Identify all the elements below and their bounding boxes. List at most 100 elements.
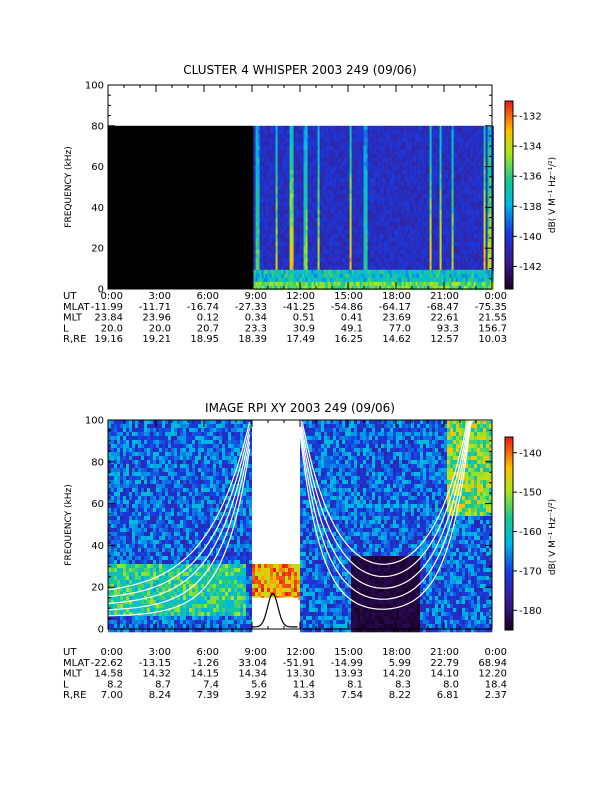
spectrogram-cell xyxy=(454,226,456,230)
spectrogram-cell xyxy=(360,146,362,150)
spectrogram-cell xyxy=(444,190,446,194)
spectrogram-cell xyxy=(284,254,286,258)
spectrogram-cell xyxy=(306,230,308,234)
spectrogram-cell xyxy=(406,210,408,214)
spectrogram-cell xyxy=(272,270,274,274)
spectrogram-cell xyxy=(374,142,376,146)
spectrogram-cell xyxy=(446,158,448,162)
spectrogram-cell xyxy=(316,142,318,146)
spectrogram-cell xyxy=(438,226,440,230)
spectrogram-cell xyxy=(366,202,368,206)
spectrogram-cell xyxy=(430,202,432,206)
spectrogram-cell xyxy=(300,266,302,270)
spectrogram-cell xyxy=(486,170,488,174)
spectrogram-cell xyxy=(288,234,290,238)
spectrogram-cell xyxy=(254,254,256,258)
spectrogram-cell xyxy=(356,250,358,254)
spectrogram-cell xyxy=(412,278,414,282)
spectrogram-cell xyxy=(438,210,440,214)
spectrogram-cell xyxy=(428,202,430,206)
spectrogram-cell xyxy=(260,262,262,266)
spectrogram-cell xyxy=(286,138,288,142)
spectrogram-cell xyxy=(300,182,302,186)
spectrogram-cell xyxy=(440,206,442,210)
spectrogram-cell xyxy=(290,202,292,206)
spectrogram-cell xyxy=(316,226,318,230)
spectrogram-cell xyxy=(258,178,260,182)
spectrogram-cell xyxy=(460,158,462,162)
spectrogram-cell xyxy=(420,210,422,214)
spectrogram-cell xyxy=(288,222,290,226)
spectrogram-cell xyxy=(350,170,352,174)
spectrogram-cell xyxy=(386,198,388,202)
spectrogram-cell xyxy=(318,222,320,226)
spectrogram-cell xyxy=(352,150,354,154)
spectrogram-cell xyxy=(454,186,456,190)
spectrogram-cell xyxy=(472,154,474,158)
spectrogram-cell xyxy=(452,210,454,214)
spectrogram-cell xyxy=(362,162,364,166)
spectrogram-cell xyxy=(470,246,472,250)
spectrogram-cell xyxy=(274,154,276,158)
spectrogram-cell xyxy=(316,278,318,282)
spectrogram-cell xyxy=(364,242,366,246)
spectrogram-cell xyxy=(436,282,438,286)
spectrogram-cell xyxy=(258,170,260,174)
spectrogram-cell xyxy=(462,246,464,250)
spectrogram-cell xyxy=(400,202,402,206)
spectrogram-cell xyxy=(466,278,468,282)
spectrogram-cell xyxy=(368,142,370,146)
spectrogram-cell xyxy=(314,126,316,130)
spectrogram-cell xyxy=(488,230,490,234)
spectrogram-cell xyxy=(378,186,380,190)
spectrogram-cell xyxy=(394,274,396,278)
spectrogram-cell xyxy=(324,178,326,182)
spectrogram-cell xyxy=(292,214,294,218)
spectrogram-cell xyxy=(462,254,464,258)
spectrogram-cell xyxy=(324,222,326,226)
spectrogram-cell xyxy=(254,198,256,202)
spectrogram-cell xyxy=(412,182,414,186)
spectrogram-cell xyxy=(370,194,372,198)
spectrogram-cell xyxy=(370,242,372,246)
spectrogram-cell xyxy=(274,274,276,278)
spectrogram-cell xyxy=(482,206,484,210)
spectrogram-cell xyxy=(402,230,404,234)
spectrogram-cell xyxy=(304,142,306,146)
spectrogram-cell xyxy=(484,254,486,258)
spectrogram-cell xyxy=(340,166,342,170)
spectrogram-cell xyxy=(484,130,486,134)
spectrogram-cell xyxy=(302,150,304,154)
spectrogram-cell xyxy=(296,282,298,286)
spectrogram-cell xyxy=(454,222,456,226)
spectrogram-cell xyxy=(474,214,476,218)
spectrogram-cell xyxy=(452,262,454,266)
spectrogram-cell xyxy=(452,142,454,146)
spectrogram-cell xyxy=(260,138,262,142)
spectrogram-cell xyxy=(390,138,392,142)
spectrogram-cell xyxy=(294,206,296,210)
spectrogram-cell xyxy=(334,194,336,198)
spectrogram-cell xyxy=(290,150,292,154)
spectrogram-cell xyxy=(334,174,336,178)
spectrogram-cell xyxy=(318,154,320,158)
spectrogram-cell xyxy=(264,186,266,190)
spectrogram-cell xyxy=(306,222,308,226)
spectrogram-cell xyxy=(480,170,482,174)
spectrogram-cell xyxy=(328,170,330,174)
spectrogram-cell xyxy=(372,174,374,178)
spectrogram-cell xyxy=(372,198,374,202)
spectrogram-cell xyxy=(390,254,392,258)
spectrogram-cell xyxy=(486,154,488,158)
spectrogram-cell xyxy=(354,166,356,170)
spectrogram-cell xyxy=(424,186,426,190)
spectrogram-cell xyxy=(458,230,460,234)
spectrogram-cell xyxy=(366,130,368,134)
spectrogram-cell xyxy=(352,198,354,202)
spectrogram-cell xyxy=(430,142,432,146)
spectrogram-cell xyxy=(280,278,282,282)
spectrogram-cell xyxy=(274,226,276,230)
spectrogram-cell xyxy=(268,162,270,166)
spectrogram-cell xyxy=(342,254,344,258)
spectrogram-cell xyxy=(324,150,326,154)
